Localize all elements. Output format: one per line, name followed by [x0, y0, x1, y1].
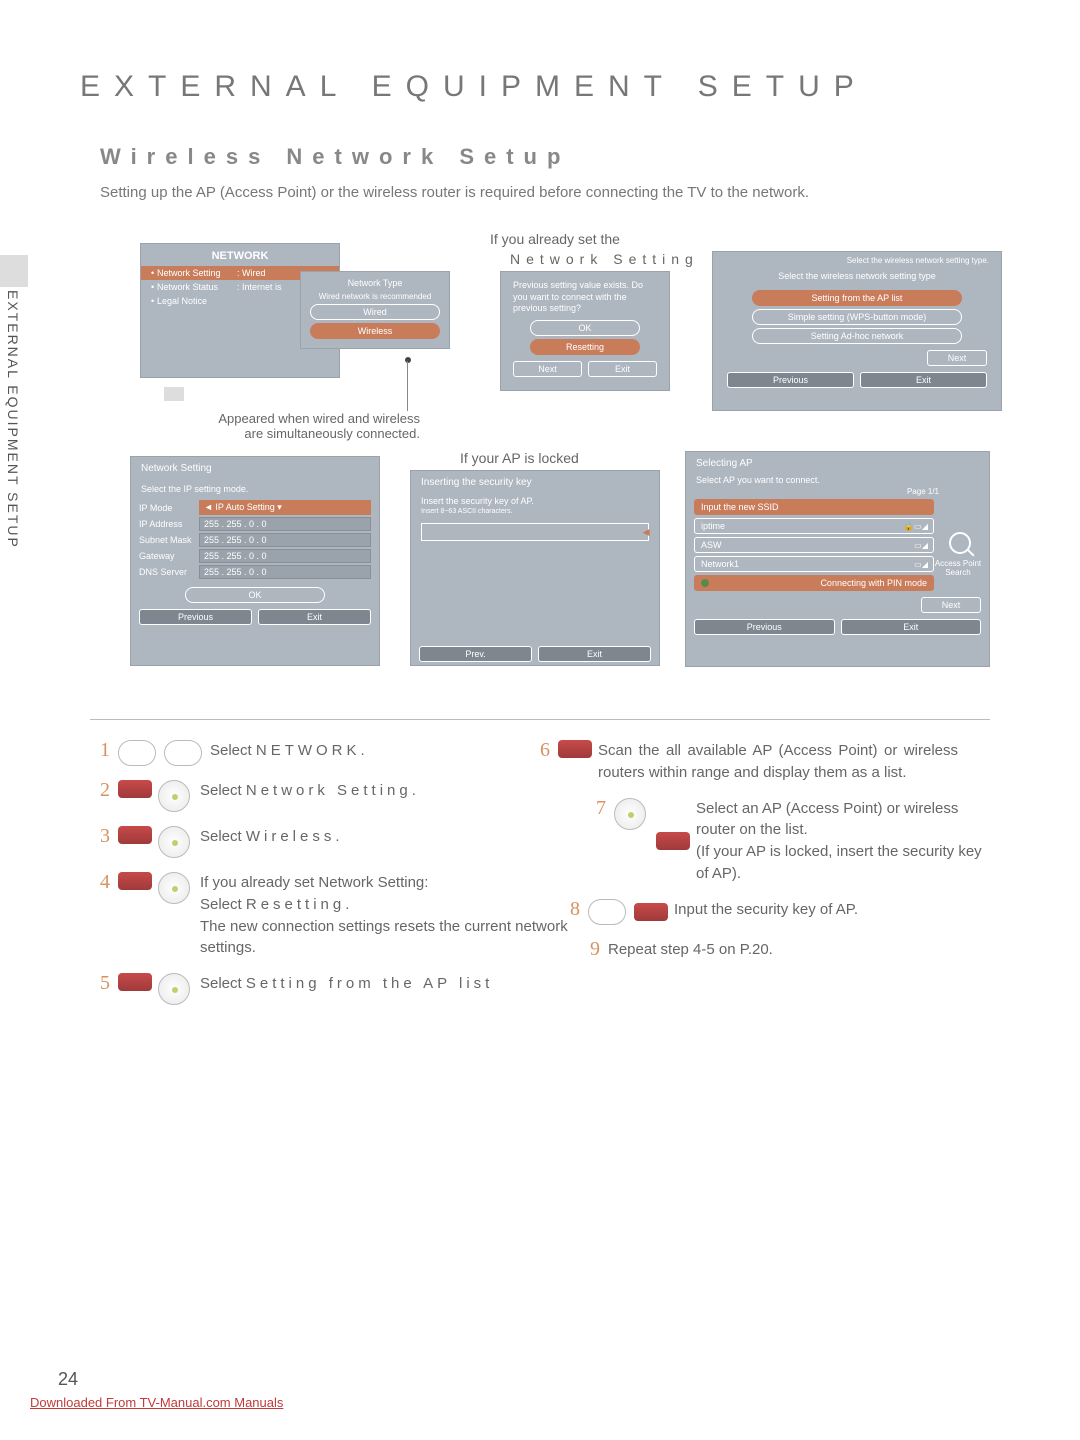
screenshot-security-key: Inserting the security key Insert the se… [410, 470, 660, 666]
section-title: Wireless Network Setup [100, 144, 1020, 170]
scr1-wired: Wired [310, 304, 440, 320]
red-icon [634, 903, 668, 921]
page-number: 24 [58, 1369, 78, 1390]
pointer-line [407, 361, 408, 411]
caption-already2: Network Setting [510, 251, 699, 267]
scr2-ok: OK [530, 320, 640, 336]
scr3-exit: Exit [860, 372, 987, 388]
red-icon [118, 826, 152, 844]
scr1-wireless: Wireless [310, 323, 440, 339]
menu-icon [118, 740, 156, 766]
pointer-dot [405, 357, 411, 363]
page-title: EXTERNAL EQUIPMENT SETUP [80, 70, 1020, 104]
scr6-prev: Previous [694, 619, 835, 635]
screenshot-selecting-ap: Selecting AP Select AP you want to conne… [685, 451, 990, 667]
search-icon [949, 532, 971, 554]
scr5-exit: Exit [538, 646, 651, 662]
red-icon [558, 740, 592, 758]
scr3-o2: Simple setting (WPS-button mode) [752, 309, 962, 325]
ok-icon [158, 872, 190, 904]
scr1-popup: Network Type Wired network is recommende… [300, 271, 450, 349]
caption-ww1: Appeared when wired and wireless [218, 411, 420, 426]
red-icon [118, 780, 152, 798]
scr5-prev: Prev. [419, 646, 532, 662]
scr4-ok: OK [185, 587, 325, 603]
scr3-next: Next [927, 350, 987, 366]
blank-icon [588, 899, 626, 925]
scr3-o1: Setting from the AP list [752, 290, 962, 306]
scr2-exit: Exit [588, 361, 657, 377]
cut-box [164, 387, 184, 401]
screenshot-ip-setting: Network Setting Select the IP setting mo… [130, 456, 380, 666]
intro-text: Setting up the AP (Access Point) or the … [100, 184, 1020, 201]
caption-ww2: are simultaneously connected. [244, 426, 420, 441]
caption-locked: If your AP is locked [460, 450, 579, 466]
ok-icon [158, 973, 190, 1005]
ok-icon [614, 798, 646, 830]
step-6: 6 Scan the all available AP (Access Poin… [540, 740, 1040, 784]
scr2-resetting: Resetting [530, 339, 640, 355]
step-7: 7 Select an AP (Access Point) or wireles… [596, 798, 1040, 885]
step-9: 9 Repeat step 4-5 on P.20. [590, 939, 1040, 961]
step-5: 5 Select Setting from the AP list [100, 973, 1020, 1005]
dot-icon [701, 579, 709, 587]
scr3-o3: Setting Ad-hoc network [752, 328, 962, 344]
scr6-next: Next [921, 597, 981, 613]
screenshot-wireless-type: Select the wireless network setting type… [712, 251, 1002, 411]
screenshot-previous-setting: Previous setting value exists. Do you wa… [500, 271, 670, 391]
scr2-next: Next [513, 361, 582, 377]
side-label: EXTERNAL EQUIPMENT SETUP [5, 290, 21, 549]
blank-icon [164, 740, 202, 766]
scr1-title: NETWORK [141, 244, 339, 266]
red-icon [656, 832, 690, 850]
steps-area: 1 Select NETWORK. 2 Select Network Setti… [100, 740, 1020, 1005]
side-tab [0, 255, 28, 287]
step-8: 8 Input the security key of AP. [570, 899, 1040, 925]
scr4-prev: Previous [139, 609, 252, 625]
divider [90, 719, 990, 720]
screenshots-area: If you already set the Network Setting N… [100, 231, 1020, 711]
scr6-search: Access Point Search [933, 560, 983, 578]
footer-link[interactable]: Downloaded From TV-Manual.com Manuals [30, 1395, 283, 1410]
scr6-exit: Exit [841, 619, 982, 635]
caption-already: If you already set the [490, 231, 620, 247]
scr4-exit: Exit [258, 609, 371, 625]
red-icon [118, 872, 152, 890]
scr3-prev: Previous [727, 372, 854, 388]
lock-icon: 🔒 ▭ ◢ [904, 522, 927, 531]
red-icon [118, 973, 152, 991]
ok-icon [158, 826, 190, 858]
ok-icon [158, 780, 190, 812]
